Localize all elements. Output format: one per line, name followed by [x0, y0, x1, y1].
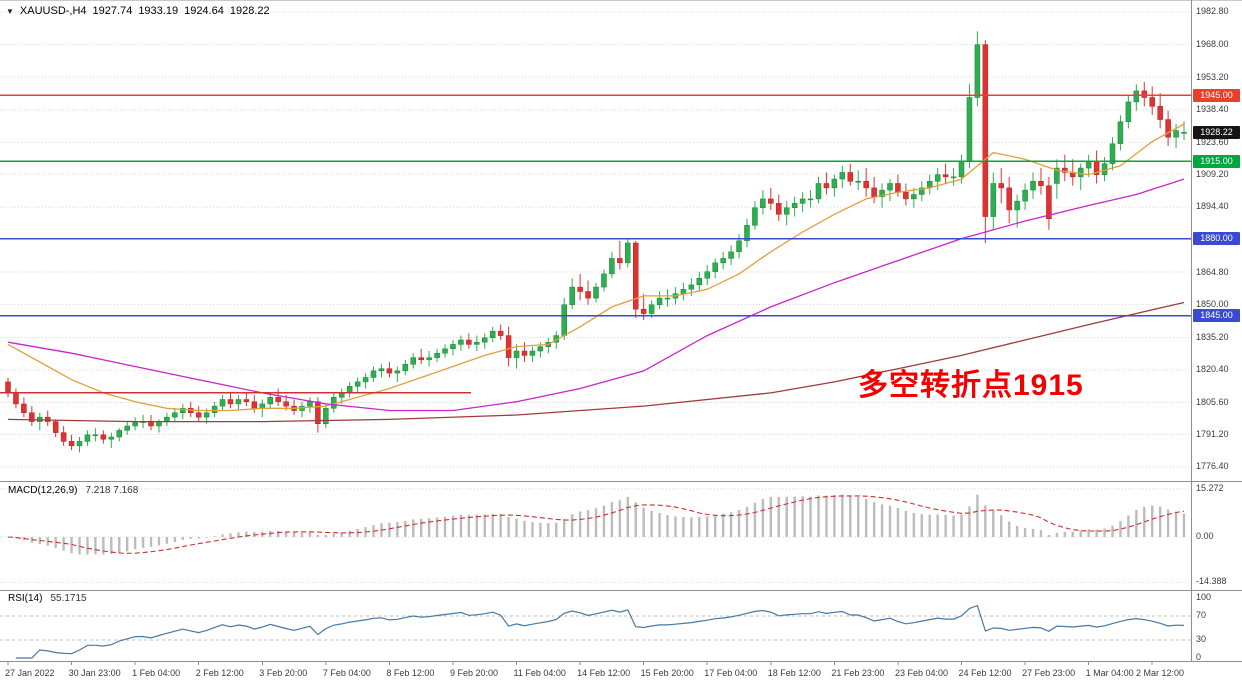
- macd-name: MACD(12,26,9): [8, 485, 78, 496]
- price-axis-label: 1835.20: [1196, 331, 1229, 342]
- ohlc-close: 1928.22: [229, 5, 270, 17]
- rsi-line: [15, 604, 1185, 659]
- time-axis-label: 24 Feb 12:00: [958, 668, 1012, 678]
- price-line-badge: 1880.00: [1193, 232, 1240, 246]
- price-axis-label: 1968.00: [1196, 39, 1229, 50]
- rsi-scale-30: 30: [1196, 634, 1207, 644]
- macd-signal-line: [7, 495, 1185, 554]
- price-axis-label: 1776.40: [1196, 461, 1229, 472]
- price-axis-label: 1894.40: [1196, 201, 1229, 212]
- ohlc-low: 1924.64: [184, 5, 224, 17]
- ma-mid: [7, 178, 1185, 412]
- ohlc-high: 1933.19: [138, 5, 179, 17]
- candles: [5, 31, 1187, 453]
- current-price-badge: 1928.22: [1193, 125, 1240, 139]
- time-axis-label: 27 Feb 23:00: [1022, 668, 1076, 678]
- time-axis-label: 17 Feb 04:00: [704, 668, 758, 678]
- time-axis-label: 2 Mar 12:00: [1136, 668, 1185, 678]
- time-axis-label: 15 Feb 20:00: [640, 668, 694, 678]
- price-axis-label: 1864.80: [1196, 266, 1229, 277]
- price-axis-label: 1953.20: [1196, 71, 1229, 82]
- time-axis-label: 30 Jan 23:00: [68, 668, 121, 678]
- time-axis-label: 8 Feb 12:00: [386, 668, 435, 678]
- moving-averages: [7, 123, 1185, 423]
- chart-text-annotation[interactable]: 多空转折点1915: [858, 369, 1084, 402]
- price-axis-label: 1805.60: [1196, 397, 1229, 408]
- rsi-name: RSI(14): [8, 593, 43, 604]
- panel-separators: [0, 0, 1242, 665]
- horizontal-lines[interactable]: [0, 94, 1192, 394]
- time-axis-label: 9 Feb 20:00: [449, 668, 499, 678]
- macd-graphics: [0, 488, 1192, 583]
- time-axis-label: 21 Feb 23:00: [831, 668, 885, 678]
- price-line-badge: 1915.00: [1193, 154, 1240, 168]
- chart-ohlc-header: ▼ XAUUSD-,H4 1927.74 1933.19 1924.64 192…: [6, 5, 270, 17]
- time-axis-label: 1 Mar 04:00: [1085, 668, 1134, 678]
- rsi-scale-0: 0: [1196, 652, 1202, 662]
- macd-scale-max: 15.272: [1196, 483, 1224, 493]
- price-axis-label: 1909.20: [1196, 168, 1229, 179]
- price-axis-label: 1791.20: [1196, 428, 1229, 439]
- price-line-badge: 1945.00: [1193, 88, 1240, 102]
- time-axis-label: 27 Jan 2022: [5, 668, 55, 678]
- time-axis-label: 23 Feb 04:00: [894, 668, 948, 678]
- ohlc-open: 1927.74: [92, 5, 133, 17]
- time-axis-label: 1 Feb 04:00: [132, 668, 181, 678]
- macd-scale-zero: 0.00: [1196, 531, 1214, 541]
- time-axis-label: 2 Feb 12:00: [195, 668, 244, 678]
- price-axis-label: 1923.60: [1196, 136, 1229, 147]
- macd-scale-min: -14.388: [1196, 576, 1227, 586]
- price-axis-label: 1938.40: [1196, 104, 1229, 115]
- price-line-badge: 1845.00: [1193, 309, 1240, 323]
- symbol-period-label: XAUUSD-,H4: [19, 5, 87, 17]
- time-axis-label: 11 Feb 04:00: [513, 668, 566, 678]
- ma-slow: [7, 301, 1185, 423]
- price-axis-label: 1820.40: [1196, 364, 1229, 375]
- time-axis-label: 7 Feb 04:00: [322, 668, 371, 678]
- price-axis-label: 1982.80: [1196, 6, 1229, 17]
- price-axis-label: 1850.00: [1196, 299, 1229, 310]
- macd-indicator-label: MACD(12,26,9) 7.218 7.168: [8, 485, 138, 496]
- rsi-panel[interactable]: [0, 592, 1192, 661]
- price-axis[interactable]: 1982.80 1968.00 1953.20 1938.40 1923.60 1909.…: [1192, 0, 1242, 662]
- rsi-value: 55.1715: [50, 593, 87, 604]
- rsi-graphics: [0, 604, 1192, 659]
- rsi-indicator-label: RSI(14) 55.1715: [8, 593, 87, 604]
- chart-plot-area[interactable]: [0, 0, 1192, 481]
- time-axis-label: 3 Feb 20:00: [259, 668, 308, 678]
- time-axis-label: 18 Feb 12:00: [767, 668, 821, 678]
- rsi-scale-70: 70: [1196, 610, 1207, 620]
- ma-fast: [7, 123, 1185, 412]
- collapse-arrow-icon[interactable]: ▼: [6, 6, 14, 16]
- macd-panel[interactable]: [0, 483, 1192, 590]
- rsi-scale-100: 100: [1196, 592, 1212, 602]
- time-axis[interactable]: 27 Jan 2022 30 Jan 23:00 1 Feb 04:00 2 Feb …: [0, 662, 1242, 687]
- time-axis-label: 14 Feb 12:00: [577, 668, 631, 678]
- macd-values: 7.218 7.168: [85, 485, 139, 496]
